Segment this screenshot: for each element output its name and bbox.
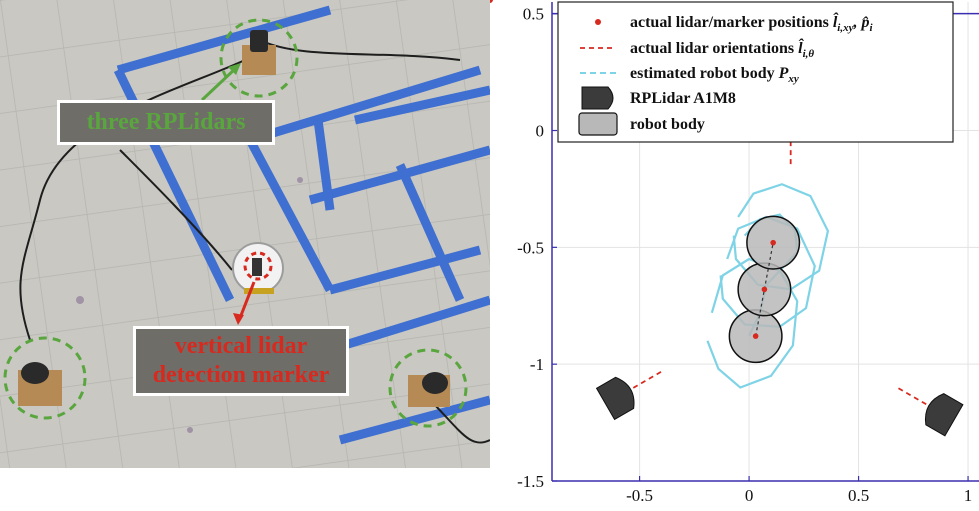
lidar-left bbox=[3, 336, 87, 420]
legend-label-markers: actual lidar/marker positions l̂i,xy, p̂… bbox=[630, 12, 873, 34]
legend-label-body: robot body bbox=[630, 116, 705, 133]
marker-point bbox=[752, 333, 759, 339]
lidar-body bbox=[924, 393, 964, 437]
estimated-body-contour bbox=[719, 215, 816, 328]
legend-marker-swatch bbox=[595, 19, 601, 25]
lidar-shape bbox=[595, 376, 635, 421]
floor-stains bbox=[76, 177, 303, 433]
x-tick-label: 1 bbox=[964, 486, 973, 505]
robot-with-marker bbox=[232, 242, 284, 294]
y-tick-label: -0.5 bbox=[517, 238, 544, 257]
photo-scene bbox=[0, 0, 490, 468]
body-trajectory bbox=[763, 242, 774, 290]
legend-label-orient: actual lidar orientations l̂i,θ bbox=[630, 38, 814, 60]
localization-plot: -0.5 0 0.5 1 0.5 0 -0.5 -1 -1.5 actual lidar/mar… bbox=[487, 0, 979, 506]
y-tick-label: -1.5 bbox=[517, 472, 544, 491]
cables bbox=[19, 39, 490, 444]
legend-label-lidar: RPLidar A1M8 bbox=[630, 90, 736, 107]
legend-lidar-shape bbox=[581, 86, 614, 110]
y-tick-label: 0.5 bbox=[523, 5, 544, 24]
body-trajectory bbox=[755, 289, 765, 337]
y-tick-label: 0 bbox=[536, 122, 545, 141]
x-tick-label: 0 bbox=[745, 486, 754, 505]
setup-photo: three RPLidars vertical lidar detection … bbox=[0, 0, 490, 468]
lidar-position-point bbox=[487, 0, 493, 3]
legend: actual lidar/marker positions l̂i,xy, p̂… bbox=[557, 1, 954, 143]
callout-arrows bbox=[200, 63, 256, 325]
y-tick-label: -1 bbox=[530, 355, 544, 374]
marker-point bbox=[770, 239, 776, 246]
x-tick-label: 0.5 bbox=[848, 486, 869, 505]
legend-lidar-swatch bbox=[581, 86, 614, 110]
three-lidars-callout: three RPLidars bbox=[57, 100, 275, 145]
robot-body-layer bbox=[728, 215, 801, 364]
legend-box bbox=[557, 1, 954, 143]
blue-tape-lines bbox=[113, 5, 490, 445]
lidar-right bbox=[388, 348, 468, 428]
legend-body-swatch bbox=[578, 112, 618, 136]
lidar-body bbox=[595, 376, 635, 421]
lidar-top bbox=[219, 18, 299, 98]
marker-callout-line2: detection marker bbox=[152, 362, 330, 388]
legend-label-estimated: estimated robot body Pxy bbox=[630, 65, 799, 85]
marker-callout-line1: vertical lidar bbox=[174, 333, 308, 359]
marker-callout: vertical lidar detection marker bbox=[133, 326, 349, 396]
marker-point bbox=[761, 286, 768, 293]
plot-canvas: -0.5 0 0.5 1 0.5 0 -0.5 -1 -1.5 actual lidar/mar… bbox=[487, 0, 979, 505]
x-tick-label: -0.5 bbox=[626, 486, 653, 505]
estimated-body-contour bbox=[706, 257, 799, 389]
lidar-shape bbox=[924, 393, 964, 437]
